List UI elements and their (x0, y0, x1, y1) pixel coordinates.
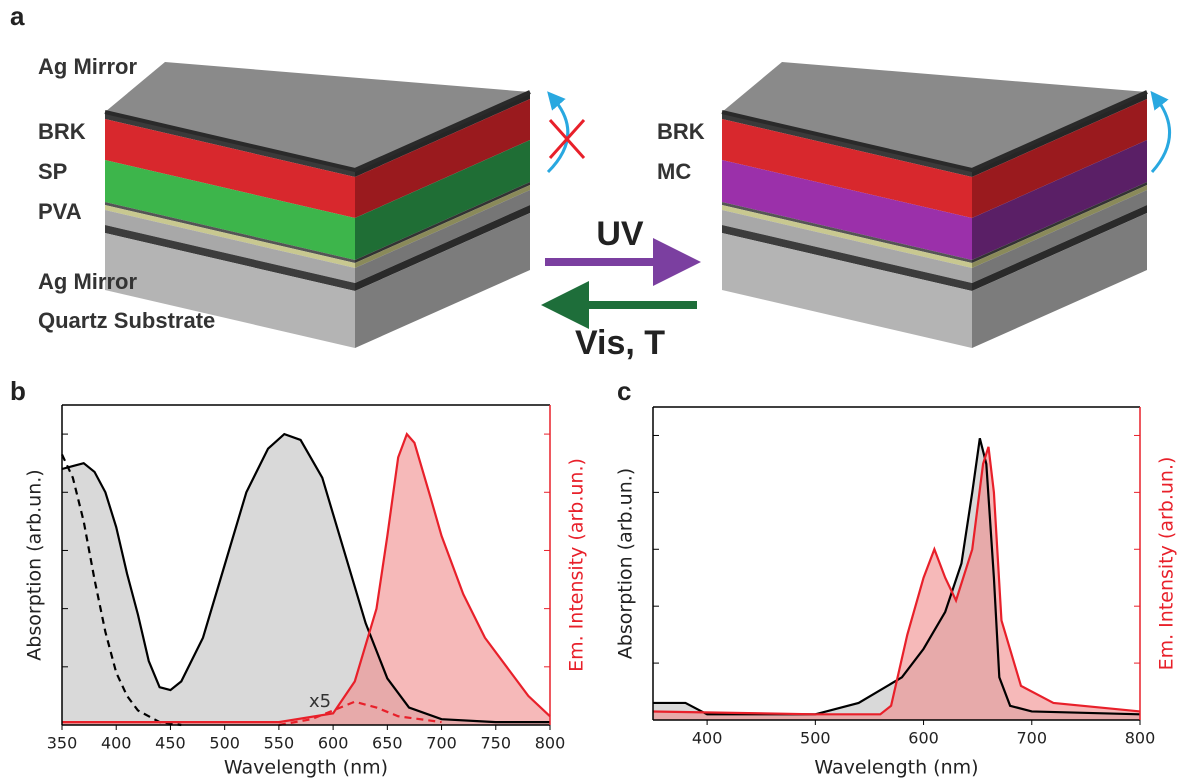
area-fill (62, 434, 550, 725)
top-face (105, 62, 530, 170)
layer-label: Ag Mirror (38, 54, 137, 79)
layer-label: BRK (657, 119, 705, 144)
layer-front (722, 233, 972, 348)
layer-front (105, 160, 355, 260)
layer-side (972, 205, 1147, 291)
layer-front (105, 119, 355, 218)
rotation-arrow (1150, 90, 1171, 173)
x-tick-label: 800 (1125, 729, 1156, 748)
layer-side (972, 185, 1147, 268)
layer-label: SP (38, 159, 67, 184)
x-tick-label: 500 (800, 729, 831, 748)
x-tick-label: 800 (535, 734, 566, 753)
layer-label: Ag Mirror (38, 269, 137, 294)
layer-front (722, 160, 972, 260)
y2-axis-label: Em. Intensity (arb.un.) (1156, 457, 1178, 671)
x-tick-label: 650 (372, 734, 403, 753)
layer-label: PVA (38, 199, 82, 224)
layer-front (105, 202, 355, 263)
x-tick-label: 400 (101, 734, 132, 753)
panel-label: c (617, 376, 631, 406)
area-fill (62, 434, 550, 725)
top-edge (104, 90, 531, 173)
x-tick-label: 600 (318, 734, 349, 753)
annotation: x5 (309, 691, 331, 712)
layer-label: Quartz Substrate (38, 308, 215, 333)
layer-side (972, 213, 1147, 348)
x-axis-label: Wavelength (nm) (224, 757, 388, 779)
x-tick-label: 450 (155, 734, 186, 753)
y2-axis-label: Em. Intensity (arb.un.) (566, 458, 588, 672)
layer-side (355, 182, 530, 263)
x-tick-label: 550 (264, 734, 295, 753)
layer-side (355, 205, 530, 291)
x-tick-label: 700 (1017, 729, 1048, 748)
layer-side (972, 182, 1147, 263)
vis-label: Vis, T (575, 324, 665, 362)
data-line (62, 431, 551, 724)
x-tick-label: 500 (209, 734, 240, 753)
panel-label: b (10, 376, 26, 406)
panel-label: a (10, 1, 25, 31)
y-axis-label: Absorption (arb.un.) (24, 469, 46, 660)
layer-side (355, 213, 530, 348)
x-tick-label: 600 (908, 729, 939, 748)
layer-label: MC (657, 159, 691, 184)
device-diagrams (104, 62, 1148, 348)
top-face (722, 62, 1147, 170)
layer-side (972, 190, 1147, 283)
x-tick-label: 700 (426, 734, 457, 753)
layer-side (355, 190, 530, 283)
data-line (61, 432, 550, 724)
x-tick-label: 350 (47, 734, 78, 753)
layer-front (722, 225, 972, 291)
layer-front (105, 225, 355, 291)
rotation-arrow (546, 91, 570, 174)
layer-side (972, 140, 1147, 260)
layer-side (355, 99, 530, 218)
blocked-mark (548, 118, 586, 160)
layer-front (105, 233, 355, 348)
data-line (653, 438, 1141, 716)
data-line (278, 700, 442, 727)
layer-front (722, 205, 972, 268)
x-axis-label: Wavelength (nm) (814, 757, 978, 779)
x-tick-label: 750 (481, 734, 512, 753)
layer-front (722, 202, 972, 263)
layer-side (355, 185, 530, 268)
layer-front (105, 210, 355, 283)
layer-side (355, 140, 530, 260)
layer-front (722, 210, 972, 283)
layer-side (972, 99, 1147, 218)
x-tick-label: 400 (692, 729, 723, 748)
y-axis-label: Absorption (arb.un.) (615, 468, 637, 659)
uv-label: UV (596, 215, 644, 253)
top-edge (721, 90, 1148, 173)
data-line (652, 446, 1141, 716)
layer-front (722, 119, 972, 218)
layer-front (105, 205, 355, 268)
data-line (61, 453, 182, 727)
layer-label: BRK (38, 119, 86, 144)
